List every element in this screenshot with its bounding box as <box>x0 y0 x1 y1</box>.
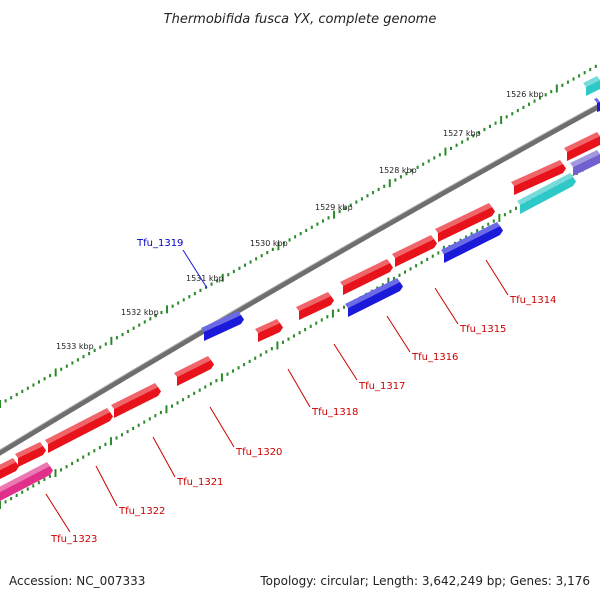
gene-red-mid-c-top <box>45 408 110 444</box>
gene-tfu-1319[interactable] <box>201 311 244 341</box>
genome-backbone <box>0 103 600 456</box>
gene-cyan-top-right-body <box>586 80 600 96</box>
gene-blue-inner-a[interactable] <box>441 222 503 263</box>
kbp-labels: 1526 kbp 1527 kbp 1528 kbp 1529 kbp 1530… <box>56 90 544 351</box>
gene-red-top-g-body <box>258 323 283 342</box>
gene-red-top-a-top <box>564 132 600 152</box>
accession-text: Accession: NC_007333 <box>9 574 146 588</box>
gene-red-top-b[interactable] <box>511 160 566 195</box>
gene-red-mid-b-body <box>114 387 161 418</box>
gene-blue-inner-b-body <box>348 282 403 317</box>
gene-red-top-d[interactable] <box>392 235 437 267</box>
gene-red-mid-e[interactable] <box>0 458 19 479</box>
gene-red-mid-a-top <box>174 356 211 377</box>
gene-label-tfu-1321[interactable]: Tfu_1321 <box>176 477 223 488</box>
tick-row-inner <box>0 158 600 509</box>
gene-red-top-e-top <box>340 259 390 286</box>
callout-line-tfu-1320 <box>209 406 235 448</box>
gene-red-top-f-body <box>299 296 334 320</box>
gene-blue-inner-a-top <box>441 222 500 254</box>
gene-label-tfu-1317[interactable]: Tfu_1317 <box>358 381 405 392</box>
gene-red-top-c-body <box>438 207 495 242</box>
gene-red-top-g-top <box>255 319 280 333</box>
gene-red-top-a-body <box>567 136 600 161</box>
gene-cyan-inner-body <box>520 177 576 214</box>
gene-red-top-b-top <box>511 160 563 186</box>
gene-callouts: Tfu_1319 Tfu_1314 Tfu_1315 Tfu_1316 Tfu_… <box>45 238 556 545</box>
callout-line-tfu-1319 <box>182 249 208 289</box>
gene-tfu-1319-body <box>204 315 244 341</box>
gene-red-mid-e-body <box>0 462 19 479</box>
tick-row-outer <box>0 64 597 408</box>
gene-label-tfu-1320[interactable]: Tfu_1320 <box>235 447 282 458</box>
callout-line-tfu-1315 <box>434 287 459 325</box>
gene-red-top-e[interactable] <box>340 259 393 295</box>
gene-purple-inner-top <box>570 150 600 167</box>
gene-label-tfu-1316[interactable]: Tfu_1316 <box>411 352 458 363</box>
kbp-label-1529: 1529 kbp <box>315 203 353 212</box>
gene-purple-inner-body <box>573 154 600 176</box>
gene-red-top-c-top <box>435 203 492 233</box>
gene-blue-edge-top <box>594 98 600 103</box>
gene-label-tfu-1318[interactable]: Tfu_1318 <box>311 407 358 418</box>
gene-red-top-c[interactable] <box>435 203 495 242</box>
gene-magenta-inner-top <box>0 462 50 492</box>
callout-line-tfu-1317 <box>333 343 358 381</box>
gene-magenta-inner[interactable] <box>0 462 53 501</box>
kbp-label-1528: 1528 kbp <box>379 166 417 175</box>
gene-red-mid-b-top <box>111 383 158 409</box>
gene-blue-edge-body <box>597 102 600 112</box>
gene-red-mid-a-body <box>177 360 214 386</box>
map-title: Thermobifida fusca YX, complete genome <box>164 12 437 27</box>
topology-text: Topology: circular; Length: 3,642,249 bp… <box>260 574 590 588</box>
gene-red-top-f-top <box>296 292 331 311</box>
gene-red-top-d-body <box>395 239 437 267</box>
gene-red-mid-b[interactable] <box>111 383 161 418</box>
gene-purple-inner[interactable] <box>570 150 600 176</box>
gene-cyan-top-right-top <box>583 76 600 87</box>
gene-cyan-inner[interactable] <box>517 173 576 214</box>
gene-tfu-1319-top <box>201 311 241 332</box>
gene-red-mid-c[interactable] <box>45 408 113 453</box>
gene-label-tfu-1315[interactable]: Tfu_1315 <box>459 324 506 335</box>
gene-label-tfu-1322[interactable]: Tfu_1322 <box>118 506 165 517</box>
kbp-label-1527: 1527 kbp <box>443 129 481 138</box>
callout-line-tfu-1318 <box>287 368 311 408</box>
gene-blue-edge[interactable] <box>594 98 600 112</box>
kbp-label-1532: 1532 kbp <box>121 308 159 317</box>
gene-red-mid-c-body <box>48 412 113 453</box>
gene-label-tfu-1323[interactable]: Tfu_1323 <box>50 534 97 545</box>
kbp-label-1533: 1533 kbp <box>56 342 94 351</box>
gene-red-top-e-body <box>343 263 393 295</box>
gene-magenta-inner-body <box>0 466 53 501</box>
callout-line-tfu-1323 <box>45 493 71 533</box>
gene-label-tfu-1314[interactable]: Tfu_1314 <box>509 295 556 306</box>
gene-blue-inner-a-body <box>444 226 503 263</box>
gene-red-mid-d[interactable] <box>15 442 46 467</box>
gene-blue-inner-b[interactable] <box>345 278 403 317</box>
gene-features <box>0 76 600 501</box>
gene-red-mid-d-top <box>15 442 43 458</box>
gene-label-tfu-1319[interactable]: Tfu_1319 <box>136 238 183 249</box>
gene-blue-inner-b-top <box>345 278 400 308</box>
gene-red-top-a[interactable] <box>564 132 600 161</box>
callout-line-tfu-1314 <box>485 259 509 296</box>
gene-red-top-f[interactable] <box>296 292 334 320</box>
gene-red-mid-d-body <box>18 446 46 467</box>
kbp-label-1526: 1526 kbp <box>506 90 544 99</box>
callout-line-tfu-1322 <box>95 465 118 507</box>
genome-backbone-highlight <box>0 102 600 451</box>
gene-red-top-b-body <box>514 164 566 195</box>
callout-line-tfu-1316 <box>386 315 411 353</box>
gene-red-top-g[interactable] <box>255 319 283 342</box>
gene-red-mid-e-top <box>0 458 16 470</box>
gene-red-mid-a[interactable] <box>174 356 214 386</box>
callout-line-tfu-1321 <box>152 436 176 478</box>
gene-cyan-top-right[interactable] <box>583 76 600 96</box>
gene-red-top-d-top <box>392 235 434 258</box>
kbp-label-1530: 1530 kbp <box>250 239 288 248</box>
gene-cyan-inner-top <box>517 173 573 205</box>
kbp-label-1531: 1531 kbp <box>186 274 224 283</box>
